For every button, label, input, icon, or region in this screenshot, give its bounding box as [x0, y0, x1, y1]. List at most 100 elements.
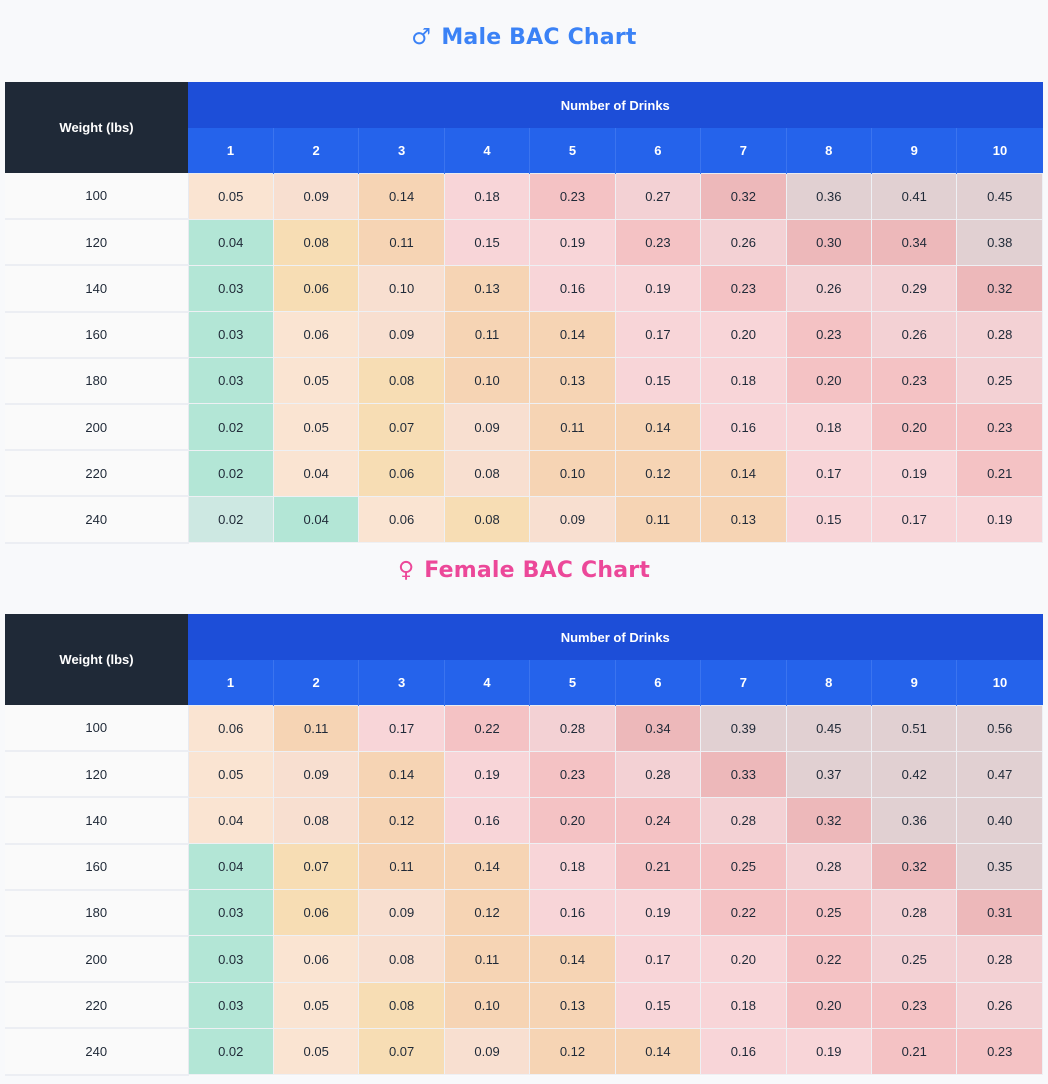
bac-value-cell: 0.12 [358, 796, 445, 845]
bac-value-cell: 0.36 [870, 796, 958, 845]
bac-value-cell: 0.08 [272, 218, 360, 266]
bac-value-cell: 0.14 [443, 843, 531, 891]
bac-value-cell: 0.38 [956, 218, 1043, 266]
bac-value-cell: 0.37 [785, 750, 873, 798]
male-title-text: Male BAC Chart [441, 25, 637, 50]
bac-value-cell: 0.23 [700, 264, 787, 313]
bac-value-cell: 0.07 [358, 403, 445, 451]
bac-value-cell: 0.28 [614, 750, 702, 798]
bac-value-cell: 0.08 [358, 357, 445, 405]
bac-value-cell: 0.02 [187, 403, 274, 451]
bac-value-cell: 0.02 [187, 495, 274, 544]
bac-value-cell: 0.29 [870, 264, 958, 313]
drinks-column-header: 7 [700, 128, 787, 173]
bac-value-cell: 0.40 [956, 796, 1043, 845]
bac-value-cell: 0.21 [870, 1027, 958, 1076]
bac-value-cell: 0.11 [614, 495, 702, 544]
drinks-column-header: 3 [358, 128, 445, 173]
bac-value-cell: 0.20 [785, 357, 873, 405]
bac-value-cell: 0.28 [956, 311, 1043, 359]
drinks-column-header: 10 [956, 128, 1043, 173]
bac-value-cell: 0.17 [614, 311, 702, 359]
bac-value-cell: 0.32 [785, 796, 873, 845]
male-bac-section: ♂ Male BAC Chart Weight (lbs) Number of D… [0, 25, 1048, 544]
weight-column-header: Weight (lbs) [5, 82, 188, 173]
bac-value-cell: 0.28 [700, 796, 787, 845]
bac-value-cell: 0.14 [614, 1027, 702, 1076]
bac-value-cell: 0.07 [358, 1027, 445, 1076]
bac-value-cell: 0.06 [358, 495, 445, 544]
bac-value-cell: 0.23 [529, 750, 616, 798]
drinks-column-header: 8 [785, 660, 872, 705]
bac-value-cell: 0.28 [785, 843, 873, 891]
bac-value-cell: 0.30 [785, 218, 873, 266]
bac-value-cell: 0.05 [272, 403, 360, 451]
weight-cell: 140 [5, 265, 189, 313]
bac-value-cell: 0.20 [529, 796, 616, 845]
table-row: 220 0.03 0.05 0.08 0.10 0.13 0.15 0.18 0.20 0.23 0… [5, 981, 1043, 1030]
bac-value-cell: 0.23 [785, 311, 873, 359]
bac-value-cell: 0.26 [870, 311, 958, 359]
bac-value-cell: 0.06 [187, 704, 274, 752]
bac-value-cell: 0.14 [358, 172, 445, 220]
bac-value-cell: 0.25 [700, 843, 787, 891]
bac-value-cell: 0.05 [272, 981, 360, 1029]
bac-value-cell: 0.06 [272, 935, 360, 983]
weight-cell: 120 [5, 219, 189, 267]
male-table-body: 100 0.05 0.09 0.14 0.18 0.23 0.27 0.32 0.36 0.41 0… [5, 172, 1043, 544]
bac-value-cell: 0.04 [187, 218, 274, 266]
bac-value-cell: 0.16 [529, 264, 616, 313]
bac-value-cell: 0.34 [614, 704, 702, 752]
bac-value-cell: 0.15 [785, 495, 873, 544]
bac-value-cell: 0.28 [956, 935, 1043, 983]
bac-value-cell: 0.13 [443, 264, 531, 313]
bac-value-cell: 0.08 [358, 935, 445, 983]
bac-value-cell: 0.20 [700, 935, 787, 983]
drinks-column-header: 1 [188, 128, 274, 173]
bac-value-cell: 0.09 [443, 1027, 531, 1076]
bac-value-cell: 0.22 [700, 889, 787, 937]
bac-value-cell: 0.19 [870, 449, 958, 497]
bac-value-cell: 0.47 [956, 750, 1043, 798]
bac-value-cell: 0.12 [529, 1027, 616, 1076]
bac-value-cell: 0.18 [785, 403, 873, 451]
table-row: 140 0.03 0.06 0.10 0.13 0.16 0.19 0.23 0.26 0.29 0… [5, 264, 1043, 313]
bac-value-cell: 0.27 [614, 172, 702, 220]
bac-value-cell: 0.09 [358, 311, 445, 359]
bac-value-cell: 0.12 [443, 889, 531, 937]
bac-value-cell: 0.14 [700, 449, 787, 497]
drinks-column-header: 2 [272, 128, 359, 173]
bac-value-cell: 0.32 [700, 172, 787, 220]
table-row: 100 0.05 0.09 0.14 0.18 0.23 0.27 0.32 0.36 0.41 0… [5, 172, 1043, 221]
table-row: 120 0.05 0.09 0.14 0.19 0.23 0.28 0.33 0.37 0.42 0… [5, 750, 1043, 799]
bac-value-cell: 0.23 [870, 981, 958, 1029]
bac-value-cell: 0.02 [187, 1027, 274, 1076]
drinks-group-header: Number of Drinks [188, 614, 1043, 660]
bac-value-cell: 0.11 [358, 843, 445, 891]
drinks-column-header: 9 [870, 128, 957, 173]
female-symbol-icon: ♀ [397, 558, 415, 583]
table-row: 200 0.02 0.05 0.07 0.09 0.11 0.14 0.16 0.18 0.20 0… [5, 403, 1043, 452]
bac-value-cell: 0.25 [870, 935, 958, 983]
bac-value-cell: 0.20 [700, 311, 787, 359]
bac-value-cell: 0.04 [187, 796, 274, 845]
bac-value-cell: 0.19 [785, 1027, 873, 1076]
bac-value-cell: 0.11 [443, 311, 531, 359]
bac-value-cell: 0.15 [614, 357, 702, 405]
bac-value-cell: 0.32 [956, 264, 1043, 313]
bac-value-cell: 0.06 [272, 889, 360, 937]
bac-value-cell: 0.05 [272, 357, 360, 405]
bac-value-cell: 0.28 [529, 704, 616, 752]
bac-value-cell: 0.05 [272, 1027, 360, 1076]
bac-value-cell: 0.36 [785, 172, 873, 220]
bac-value-cell: 0.18 [700, 357, 787, 405]
table-row: 160 0.04 0.07 0.11 0.14 0.18 0.21 0.25 0.28 0.32 0… [5, 843, 1043, 891]
bac-value-cell: 0.03 [187, 311, 274, 359]
bac-value-cell: 0.51 [870, 704, 958, 752]
table-row: 160 0.03 0.06 0.09 0.11 0.14 0.17 0.20 0.23 0.26 0… [5, 311, 1043, 359]
bac-value-cell: 0.23 [614, 218, 702, 266]
male-chart-title: ♂ Male BAC Chart [0, 25, 1048, 50]
bac-value-cell: 0.14 [529, 935, 616, 983]
weight-cell: 140 [5, 797, 189, 845]
drinks-column-header: 6 [614, 128, 701, 173]
